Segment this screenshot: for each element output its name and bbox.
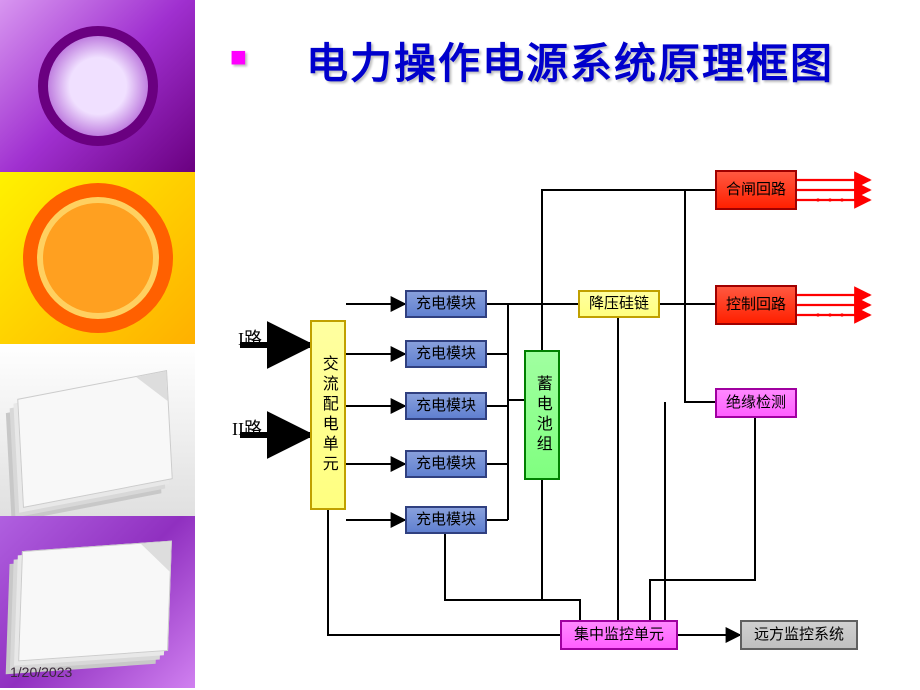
node-label: 充电模块 <box>416 296 476 313</box>
node-label: 充电模块 <box>416 346 476 363</box>
node-monitor: 集中监控单元 <box>560 620 678 650</box>
node-remote: 远方监控系统 <box>740 620 858 650</box>
sidebar-image-papers-purple <box>0 516 195 688</box>
edge <box>542 190 715 350</box>
ellipsis-dot <box>840 198 843 201</box>
node-label: 充电模块 <box>416 512 476 529</box>
node-label: 降压硅链 <box>589 296 649 313</box>
node-label: 远方监控系统 <box>754 627 844 644</box>
node-charge5: 充电模块 <box>405 506 487 534</box>
node-charge3: 充电模块 <box>405 392 487 420</box>
node-ac_unit: 交流配电单元 <box>310 320 346 510</box>
input-label-2: II路 <box>232 415 262 441</box>
sidebar-image-clock-purple <box>0 0 195 172</box>
node-close_loop: 合闸回路 <box>715 170 797 210</box>
node-label: 交流配电单元 <box>319 355 337 475</box>
node-label: 控制回路 <box>726 297 786 314</box>
node-insulation: 绝缘检测 <box>715 388 797 418</box>
ellipsis-dot <box>828 198 831 201</box>
ellipsis-dot <box>816 313 819 316</box>
node-ctrl_loop: 控制回路 <box>715 285 797 325</box>
input-label-1: I路 <box>238 325 262 351</box>
edge <box>650 418 755 620</box>
node-battery: 蓄电池组 <box>524 350 560 480</box>
slide-date: 1/20/2023 <box>10 664 72 680</box>
ellipsis-dot <box>828 313 831 316</box>
node-charge1: 充电模块 <box>405 290 487 318</box>
node-charge4: 充电模块 <box>405 450 487 478</box>
sidebar-images <box>0 0 195 690</box>
edge <box>445 534 580 620</box>
node-label: 充电模块 <box>416 456 476 473</box>
node-label: 绝缘检测 <box>726 395 786 412</box>
block-diagram: 交流配电单元充电模块充电模块充电模块充电模块充电模块蓄电池组降压硅链合闸回路控制… <box>220 140 910 660</box>
ellipsis-dot <box>816 198 819 201</box>
node-label: 合闸回路 <box>726 182 786 199</box>
node-charge2: 充电模块 <box>405 340 487 368</box>
sidebar-image-papers-white <box>0 344 195 516</box>
node-label: 蓄电池组 <box>533 375 551 455</box>
slide-title: 电力操作电源系统原理框图 <box>260 30 880 91</box>
ellipsis-dot <box>840 313 843 316</box>
node-buck: 降压硅链 <box>578 290 660 318</box>
node-label: 集中监控单元 <box>574 627 664 644</box>
node-label: 充电模块 <box>416 398 476 415</box>
edge <box>685 190 715 402</box>
sidebar-image-clock-yellow <box>0 172 195 344</box>
